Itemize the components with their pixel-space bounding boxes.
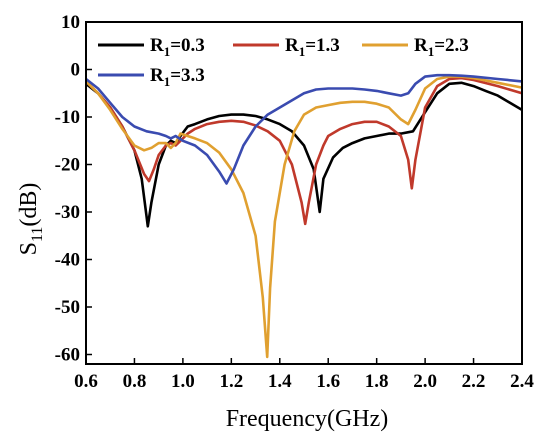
series-line-3 bbox=[85, 75, 523, 359]
legend-item-4: R1=3.3 bbox=[98, 65, 205, 89]
y-tick-label: -50 bbox=[55, 297, 80, 318]
y-tick-label: -60 bbox=[55, 345, 80, 366]
x-axis-title: Frequency(GHz) bbox=[226, 406, 389, 432]
x-tick-label: 1.6 bbox=[316, 371, 340, 392]
y-tick-label: -10 bbox=[55, 107, 80, 128]
x-tick-label: 1.0 bbox=[171, 371, 195, 392]
x-tick-label: 0.8 bbox=[123, 371, 147, 392]
series-line-1 bbox=[85, 81, 523, 228]
x-tick-label: 2.0 bbox=[413, 371, 437, 392]
y-tick-label: -40 bbox=[55, 250, 80, 271]
legend-item-3: R1=2.3 bbox=[362, 35, 469, 59]
y-tick-label: 0 bbox=[71, 60, 81, 81]
series-line-4 bbox=[85, 73, 523, 185]
y-tick-label: -20 bbox=[55, 155, 80, 176]
x-tick-label: 1.8 bbox=[365, 371, 389, 392]
legend-label: R1=2.3 bbox=[414, 35, 469, 59]
x-tick-label: 2.2 bbox=[462, 371, 486, 392]
y-axis-title: S11(dB) bbox=[16, 183, 46, 256]
series-line-2 bbox=[85, 76, 523, 226]
legend-item-2: R1=1.3 bbox=[233, 35, 340, 59]
axis-ticks: 0.6 0.8 1.0 1.2 1.4 1.6 1.8 2.0 2.2 2.4 10 0 -10 -20 -… bbox=[55, 12, 535, 392]
x-tick-label: 0.6 bbox=[74, 371, 98, 392]
x-tick-label: 1.2 bbox=[219, 371, 243, 392]
plot-frame bbox=[85, 21, 523, 365]
legend: R1=0.3 R1=1.3 R1=2.3 R1=3.3 bbox=[98, 35, 469, 89]
y-tick-label: 10 bbox=[61, 12, 80, 33]
legend-label: R1=1.3 bbox=[285, 35, 340, 59]
legend-label: R1=0.3 bbox=[150, 35, 205, 59]
legend-item-1: R1=0.3 bbox=[98, 35, 205, 59]
y-tick-label: -30 bbox=[55, 202, 80, 223]
x-tick-label: 2.4 bbox=[510, 371, 534, 392]
legend-label: R1=3.3 bbox=[150, 65, 205, 89]
x-tick-label: 1.4 bbox=[268, 371, 292, 392]
plot-lines bbox=[85, 73, 523, 359]
